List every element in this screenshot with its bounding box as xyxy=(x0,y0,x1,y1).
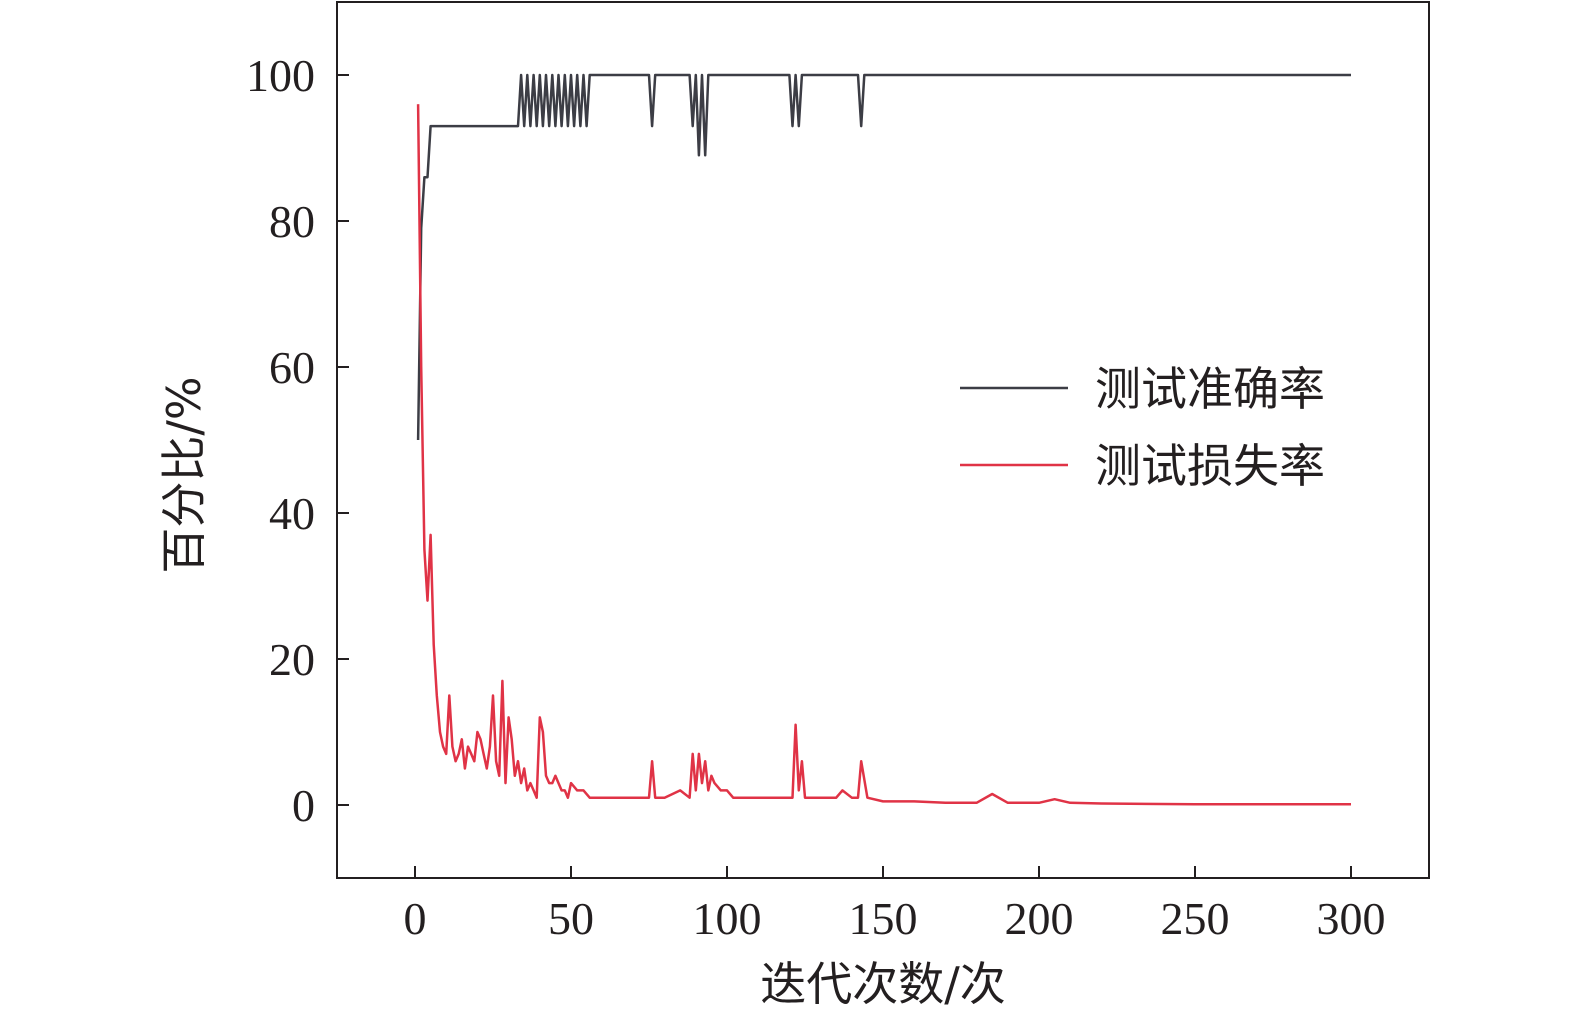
series-lines xyxy=(416,73,1351,806)
series-line-accuracy xyxy=(416,73,1351,441)
y-tick-label: 0 xyxy=(292,780,315,831)
y-tick-label: 60 xyxy=(269,342,315,393)
x-tick-label: 300 xyxy=(1317,893,1386,944)
x-tick-label: 200 xyxy=(1005,893,1074,944)
y-axis: 0 20 40 60 80 100 xyxy=(246,50,349,831)
y-tick-label: 40 xyxy=(269,488,315,539)
legend-label-loss: 测试损失率 xyxy=(1095,439,1325,493)
x-tick-label: 50 xyxy=(548,893,594,944)
series-line-loss xyxy=(416,104,1351,806)
x-tick-label: 250 xyxy=(1161,893,1230,944)
x-tick-label: 100 xyxy=(693,893,762,944)
legend-label-accuracy: 测试准确率 xyxy=(1095,362,1325,416)
x-tick-label: 0 xyxy=(404,893,427,944)
y-tick-label: 20 xyxy=(269,634,315,685)
y-axis-title: 百分比/% xyxy=(157,376,211,573)
x-axis: 0 50 100 150 200 250 300 xyxy=(404,866,1386,944)
legend: 测试准确率 测试损失率 xyxy=(960,362,1325,493)
x-axis-title: 迭代次数/次 xyxy=(760,957,1006,1011)
y-tick-label: 100 xyxy=(246,50,315,101)
x-tick-label: 150 xyxy=(849,893,918,944)
y-tick-label: 80 xyxy=(269,196,315,247)
